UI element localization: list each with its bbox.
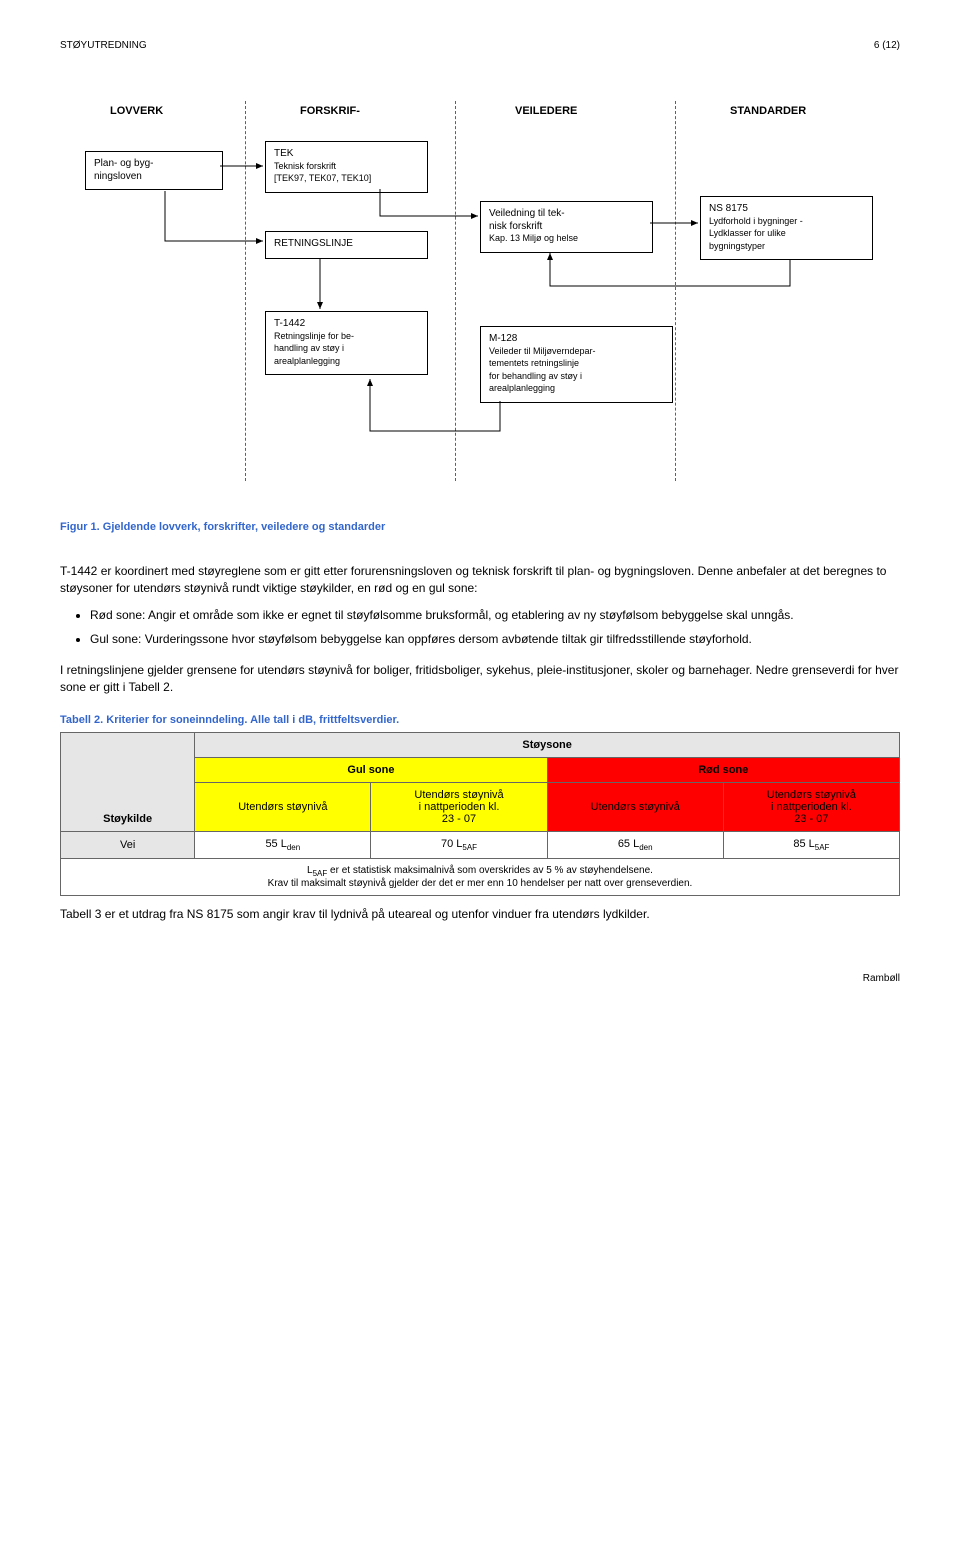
table-subhead: Utendørs støynivå i nattperioden kl. 23 …	[723, 782, 899, 831]
table-cell: 55 Lden	[195, 831, 371, 858]
header-right: 6 (12)	[874, 40, 900, 51]
box-text: T-1442	[274, 318, 305, 329]
box-text: nisk forskrift	[489, 221, 542, 232]
box-tek: TEK Teknisk forskrift [TEK97, TEK07, TEK…	[265, 141, 428, 193]
table-cell: 85 L5AF	[723, 831, 899, 858]
box-text: ningsloven	[94, 171, 142, 182]
regulation-diagram: LOVVERK FORSKRIF- VEILEDERE STANDARDER P…	[70, 101, 890, 481]
col-head-forskrif: FORSKRIF-	[300, 105, 360, 117]
box-text: Lydklasser for ulike	[709, 228, 786, 238]
table-caption: Tabell 2. Kriterier for soneinndeling. A…	[60, 714, 900, 726]
figure-caption: Figur 1. Gjeldende lovverk, forskrifter,…	[60, 521, 900, 533]
table-text: 23 - 07	[794, 813, 828, 825]
box-text: Kap. 13 Miljø og helse	[489, 233, 578, 243]
box-text: arealplanlegging	[489, 383, 555, 393]
table-header-source: Støykilde	[61, 732, 195, 831]
box-veiledning: Veiledning til tek- nisk forskrift Kap. …	[480, 201, 653, 253]
criteria-table: Støykilde Støysone Gul sone Rød sone Ute…	[60, 732, 900, 896]
table-text: 70 L	[441, 838, 462, 850]
page-footer: Rambøll	[60, 973, 900, 984]
body-paragraph: I retningslinjene gjelder grensene for u…	[60, 662, 900, 696]
box-text: Lydforhold i bygninger -	[709, 216, 803, 226]
table-text: 5AF	[313, 869, 328, 878]
box-text: Veileder til Miljøverndepar-	[489, 346, 596, 356]
box-m128: M-128 Veileder til Miljøverndepar- temen…	[480, 326, 673, 403]
table-text: den	[287, 843, 300, 852]
box-text: for behandling av støy i	[489, 371, 582, 381]
table-text: 55 L	[265, 838, 286, 850]
table-row: Vei 55 Lden 70 L5AF 65 Lden 85 L5AF	[61, 831, 900, 858]
table-subhead: Utendørs støynivå	[195, 782, 371, 831]
table-subhead: Utendørs støynivå	[547, 782, 723, 831]
table-note-row: L5AF er et statistisk maksimalnivå som o…	[61, 858, 900, 895]
table-text: i nattperioden kl.	[771, 801, 852, 813]
table-text: 23 - 07	[442, 813, 476, 825]
box-text: arealplanlegging	[274, 356, 340, 366]
header-left: STØYUTREDNING	[60, 40, 147, 51]
table-text: den	[639, 843, 652, 852]
box-text: TEK	[274, 148, 293, 159]
table-note-cell: L5AF er et statistisk maksimalnivå som o…	[61, 858, 900, 895]
box-text: bygningstyper	[709, 241, 765, 251]
col-head-standarder: STANDARDER	[730, 105, 806, 117]
col-separator	[675, 101, 676, 481]
table-text: Utendørs støynivå	[767, 789, 856, 801]
table-cell: 65 Lden	[547, 831, 723, 858]
bullet-list: Rød sone: Angir et område som ikke er eg…	[90, 607, 900, 649]
table-cell: 70 L5AF	[371, 831, 547, 858]
table-text: 65 L	[618, 838, 639, 850]
table-header-zone: Støysone	[195, 732, 900, 757]
table-header-red-zone: Rød sone	[547, 757, 899, 782]
page-header: STØYUTREDNING 6 (12)	[60, 40, 900, 51]
box-plan-bygningsloven: Plan- og byg- ningsloven	[85, 151, 223, 190]
box-text: M-128	[489, 333, 517, 344]
box-text: Veiledning til tek-	[489, 208, 565, 219]
box-text: Retningslinje for be-	[274, 331, 354, 341]
body-paragraph: T-1442 er koordinert med støyreglene som…	[60, 563, 900, 597]
table-text: er et statistisk maksimalnivå som oversk…	[327, 865, 653, 876]
col-head-veiledere: VEILEDERE	[515, 105, 577, 117]
table-text: 85 L	[793, 838, 814, 850]
col-head-lovverk: LOVVERK	[110, 105, 163, 117]
box-text: Plan- og byg-	[94, 158, 153, 169]
box-text: [TEK97, TEK07, TEK10]	[274, 173, 371, 183]
box-text: RETNINGSLINJE	[274, 238, 353, 249]
table-text: 5AF	[462, 843, 477, 852]
col-separator	[455, 101, 456, 481]
table-text: 5AF	[815, 843, 830, 852]
table-text: Krav til maksimalt støynivå gjelder der …	[268, 878, 693, 889]
table-text: i nattperioden kl.	[419, 801, 500, 813]
col-separator	[245, 101, 246, 481]
box-text: handling av støy i	[274, 343, 344, 353]
body-paragraph: Tabell 3 er et utdrag fra NS 8175 som an…	[60, 906, 900, 923]
table-text: Utendørs støynivå	[414, 789, 503, 801]
list-item: Rød sone: Angir et område som ikke er eg…	[90, 607, 900, 624]
box-t1442: T-1442 Retningslinje for be- handling av…	[265, 311, 428, 375]
box-text: Teknisk forskrift	[274, 161, 336, 171]
box-retningslinje: RETNINGSLINJE	[265, 231, 428, 259]
list-item: Gul sone: Vurderingssone hvor støyfølsom…	[90, 631, 900, 648]
box-text: NS 8175	[709, 203, 748, 214]
box-ns8175: NS 8175 Lydforhold i bygninger - Lydklas…	[700, 196, 873, 260]
box-text: tementets retningslinje	[489, 358, 579, 368]
table-header-yellow-zone: Gul sone	[195, 757, 547, 782]
table-cell: Vei	[61, 831, 195, 858]
table-subhead: Utendørs støynivå i nattperioden kl. 23 …	[371, 782, 547, 831]
